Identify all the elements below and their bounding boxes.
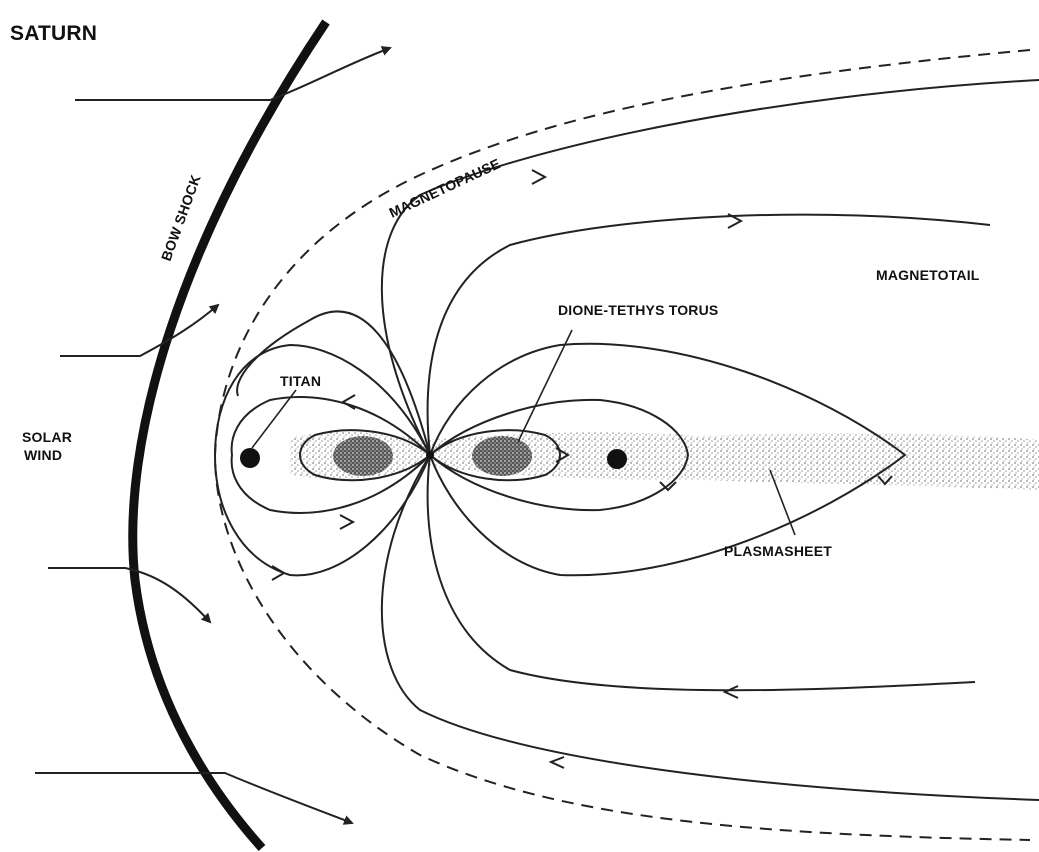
label-leader-lines: [251, 329, 796, 536]
saturn-planet: [426, 451, 434, 459]
titan-label: TITAN: [280, 373, 321, 389]
solar-wind-label-line1: SOLAR: [22, 429, 72, 445]
magnetotail-label: MAGNETOTAIL: [876, 267, 980, 283]
plasmasheet-label: PLASMASHEET: [724, 543, 832, 559]
magnetopause-label: MAGNETOPAUSE: [387, 155, 503, 221]
solar-wind-label-line2: WIND: [24, 447, 62, 463]
moon-right: [607, 449, 627, 469]
field-direction-arrows: [271, 169, 893, 769]
bow-shock-curve: [128, 19, 330, 852]
solar-wind-flow-lines: [35, 46, 392, 825]
dione-tethys-torus-label: DIONE-TETHYS TORUS: [558, 302, 718, 318]
inner-torus-blobs: [333, 436, 532, 476]
titan-moon: [240, 448, 260, 468]
plasmasheet-band: [290, 432, 1039, 490]
diagram-title: SATURN: [10, 22, 97, 45]
magnetic-field-lines: [213, 79, 1039, 801]
